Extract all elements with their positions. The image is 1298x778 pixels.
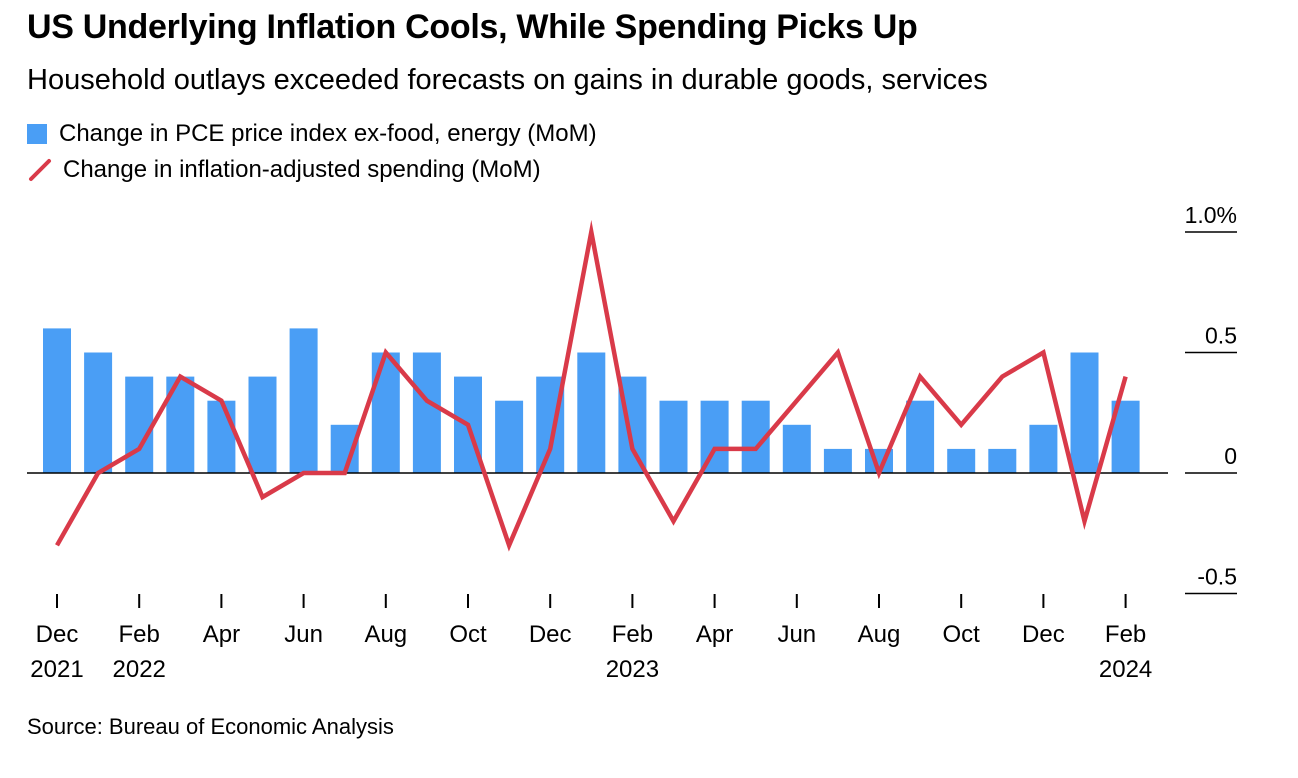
x-tick-label-month: Feb [119,621,160,648]
bar-2023-01 [577,352,606,473]
x-tick-label-month: Jun [284,621,323,648]
bar-2023-07 [823,448,852,473]
legend-label-pce: Change in PCE price index ex-food, energ… [59,120,597,147]
bar-2022-09 [412,352,441,473]
y-tick-label: 0 [1224,443,1237,469]
x-tick-label-month: Feb [1105,621,1146,648]
bar-2022-06 [289,328,318,473]
x-tick-label-year: 2021 [30,656,83,683]
y-tick-label: 1.0% [1185,202,1237,228]
legend-label-spending: Change in inflation-adjusted spending (M… [63,156,541,183]
x-tick-label-year: 2024 [1099,656,1152,683]
legend-item-spending: Change in inflation-adjusted spending (M… [27,156,541,184]
x-tick-label-year: 2022 [113,656,166,683]
bar-2022-08 [371,352,400,473]
bar-2023-11 [988,448,1017,473]
x-tick-label-month: Aug [858,621,901,648]
bars-layer [43,328,1140,473]
bar-2023-06 [782,424,811,473]
source-note: Source: Bureau of Economic Analysis [27,714,394,739]
bar-2022-02 [125,376,154,473]
bar-2023-03 [659,400,688,473]
legend-bar-swatch [27,124,47,144]
x-tick-label-month: Aug [364,621,407,648]
bar-2022-04 [207,400,236,473]
x-tick-label-month: Jun [777,621,816,648]
legend-item-pce: Change in PCE price index ex-food, energ… [27,120,597,148]
x-tick-label-month: Apr [696,621,733,648]
x-tick-label-month: Oct [449,621,487,648]
x-axis: Dec 2021 Feb 2022 Apr Jun Aug Oct Dec Feb 2023 Apr J… [30,594,1152,683]
x-tick-label-year: 2023 [606,656,659,683]
legend-line-swatch [29,159,51,181]
bar-2024-01 [1070,352,1099,473]
bar-2022-05 [248,376,277,473]
bar-2023-10 [947,448,976,473]
x-tick-label-month: Oct [943,621,981,648]
x-tick-label-month: Dec [1022,621,1065,648]
bar-2023-12 [1029,424,1058,473]
bar-2022-11 [495,400,524,473]
bar-2022-01 [84,352,113,473]
chart-subtitle: Household outlays exceeded forecasts on … [27,64,988,96]
y-tick-label: 0.5 [1205,323,1237,349]
bar-2021-12 [43,328,71,473]
x-tick-label-month: Feb [612,621,653,648]
y-tick-label: -0.5 [1197,564,1237,590]
chart-title: US Underlying Inflation Cools, While Spe… [27,8,918,46]
x-tick-label-month: Apr [203,621,240,648]
x-tick-label-month: Dec [36,621,79,648]
y-axis: 1.0% 0.5 0 -0.5 [1185,202,1237,595]
x-tick-label-month: Dec [529,621,572,648]
bar-2023-09 [906,400,935,473]
line-layer [55,219,1128,552]
